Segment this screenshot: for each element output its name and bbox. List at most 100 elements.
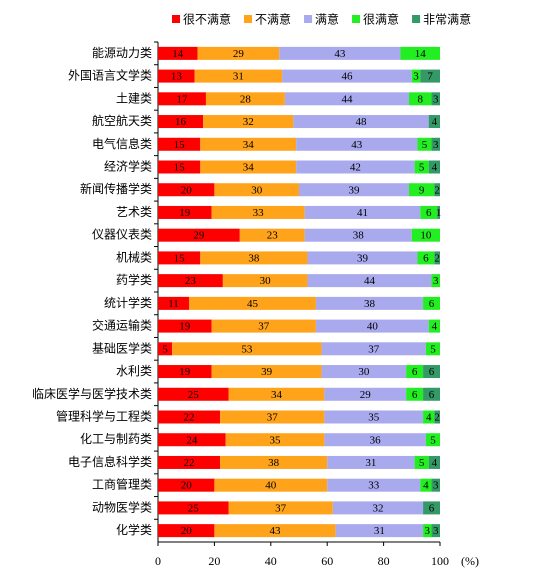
bar-segment [423, 524, 432, 538]
bar-segment [304, 205, 421, 219]
data-label: 6 [429, 366, 435, 378]
data-label: 38 [353, 230, 365, 242]
data-label: 53 [241, 343, 253, 355]
bar-segment [431, 92, 440, 106]
data-label: 9 [419, 184, 425, 196]
legend-label: 不满意 [255, 12, 291, 27]
bar-segment [158, 455, 221, 469]
legend-label: 很满意 [363, 12, 399, 27]
bar-segment [420, 69, 440, 83]
bar-segment [158, 365, 212, 379]
bar-segment [420, 205, 438, 219]
x-tick-label: 80 [378, 554, 390, 568]
data-label: 5 [419, 162, 425, 174]
data-label: 25 [188, 502, 200, 514]
bar-segment [423, 387, 440, 401]
data-label: 6 [412, 389, 418, 401]
bar-segment [420, 478, 432, 492]
data-label: 34 [243, 139, 255, 151]
bar-segment [327, 478, 421, 492]
bar-segment [431, 524, 440, 538]
bar-segment [158, 92, 206, 106]
bar-segment [220, 410, 325, 424]
legend-swatch [412, 15, 421, 23]
y-tick-label: 土建类 [116, 91, 152, 105]
data-label: 29 [233, 48, 245, 60]
data-label: 22 [184, 412, 195, 424]
y-tick-label: 电气信息类 [92, 136, 152, 151]
data-label: 44 [341, 93, 353, 105]
data-label: 23 [185, 275, 197, 287]
bar-segment [239, 228, 305, 242]
bar-segment [282, 69, 412, 83]
bar-segment [228, 387, 325, 401]
y-tick-label: 外国语言文学类 [68, 68, 152, 83]
y-tick-label: 化工与制药类 [80, 432, 152, 446]
data-label: 15 [174, 162, 186, 174]
data-label: 43 [351, 139, 363, 151]
data-label: 36 [370, 434, 382, 446]
data-label: 29 [360, 389, 372, 401]
data-label: 25 [188, 389, 200, 401]
bar-segment [428, 455, 440, 469]
data-label: 15 [174, 139, 186, 151]
bar-segment [200, 137, 297, 151]
bar-segment [194, 69, 283, 83]
bar-segment [406, 365, 424, 379]
bar-segment [158, 46, 198, 60]
data-label: 39 [348, 184, 360, 196]
bar-segment [203, 115, 294, 129]
bar-segment [304, 228, 412, 242]
data-label: 6 [429, 298, 435, 310]
bar-segment [211, 319, 316, 333]
bar-segment [434, 251, 440, 265]
bar-segment [434, 410, 440, 424]
bar-segment [197, 46, 280, 60]
data-label: 31 [233, 71, 244, 83]
data-label: 5 [430, 434, 436, 446]
bar-segment [158, 387, 229, 401]
data-label: 3 [433, 275, 439, 287]
bar-segment [200, 251, 308, 265]
data-label: 4 [426, 412, 432, 424]
data-label: 30 [358, 366, 370, 378]
data-label: 6 [412, 366, 418, 378]
bar-segment [431, 478, 440, 492]
bar-segment [158, 274, 223, 288]
data-label: 23 [267, 230, 279, 242]
data-label: 22 [184, 457, 195, 469]
legend-label: 满意 [315, 12, 339, 27]
bar-segment [296, 137, 418, 151]
bar-segment [225, 433, 325, 447]
data-label: 11 [168, 298, 179, 310]
data-label: 17 [176, 93, 188, 105]
x-tick-label: 0 [155, 554, 161, 568]
y-tick-label: 仪器仪表类 [92, 228, 152, 242]
bar-segment [332, 501, 424, 515]
data-label: 19 [179, 207, 191, 219]
data-label: 48 [356, 116, 368, 128]
data-label: 20 [181, 525, 193, 537]
data-label: 14 [172, 48, 184, 60]
data-label: 42 [350, 162, 361, 174]
data-label: 38 [268, 457, 280, 469]
data-label: 40 [265, 480, 277, 492]
data-label: 45 [247, 298, 259, 310]
y-tick-label: 临床医学与医学技术类 [32, 386, 152, 401]
data-label: 2 [434, 412, 440, 424]
y-tick-label: 航空航天类 [92, 113, 152, 128]
bar-segment [299, 183, 409, 197]
data-label: 29 [193, 230, 205, 242]
bar-segment [158, 228, 240, 242]
data-label: 6 [423, 252, 429, 264]
y-tick-label: 水利类 [116, 364, 152, 378]
x-tick-label: 20 [208, 554, 220, 568]
bar-segment [222, 274, 308, 288]
data-label: 40 [367, 321, 379, 333]
data-label: 31 [365, 457, 376, 469]
data-label: 6 [429, 502, 435, 514]
data-label: 7 [427, 71, 433, 83]
bar-segment [284, 92, 409, 106]
bar-segment [158, 115, 204, 129]
